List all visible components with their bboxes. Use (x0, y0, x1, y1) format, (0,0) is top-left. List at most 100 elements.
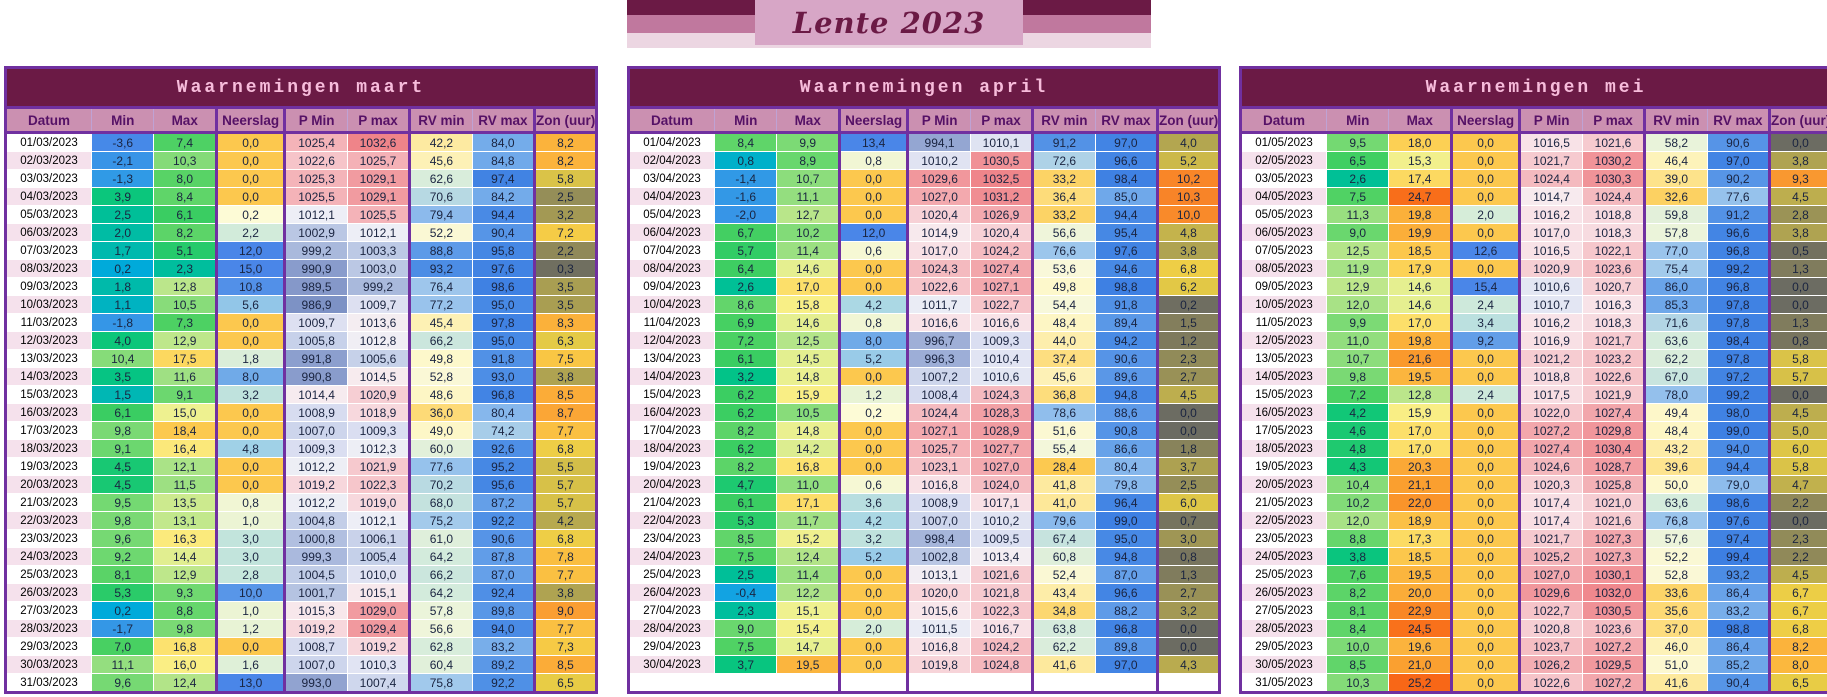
value-cell: 97,8 (1706, 295, 1770, 314)
value-cell: 51,6 (1031, 421, 1096, 440)
table-row: 03/05/2023 2,6 17,4 0,0 1024,4 1030,3 39,0 90,2… (1242, 169, 1827, 188)
value-cell: 87,0 (471, 565, 535, 584)
value-cell: 1,1 (91, 295, 154, 314)
value-cell: 10,8 (214, 277, 285, 296)
date-cell: 05/04/2023 (630, 205, 715, 224)
value-cell: 28,4 (1031, 457, 1096, 476)
table-row: 01/04/2023 8,4 9,9 13,4 994,1 1010,1 91,2 97,0 4… (630, 132, 1218, 152)
value-cell: 1022,0 (1518, 403, 1583, 422)
value-cell: 990,9 (283, 259, 348, 278)
value-cell: 4,8 (1156, 223, 1218, 242)
value-cell: 1015,3 (283, 601, 348, 620)
value-cell: 92,4 (471, 583, 535, 602)
value-cell: 12,9 (153, 331, 217, 350)
value-cell: 8,8 (153, 601, 217, 620)
date-cell: 17/05/2023 (1242, 421, 1327, 440)
value-cell: 0,0 (214, 132, 285, 152)
value-cell: 3,2 (214, 385, 285, 404)
observations-table-april: Waarnemingen april Datum Min Max Neerslag P … (627, 66, 1221, 694)
value-cell: 61,0 (408, 529, 473, 548)
value-cell: 16,0 (153, 655, 217, 674)
table-row: 06/04/2023 6,7 10,2 12,0 1014,9 1020,4 56,6 95,… (630, 223, 1218, 242)
date-cell: 23/03/2023 (7, 529, 92, 548)
value-cell: 3,8 (1768, 151, 1827, 170)
value-cell: 5,2 (1156, 151, 1218, 170)
value-cell: 96,8 (1706, 277, 1770, 296)
value-cell: 95,4 (1094, 223, 1158, 242)
value-cell: 12,8 (153, 277, 217, 296)
value-cell: 1007,0 (283, 655, 348, 674)
value-cell: 991,8 (283, 349, 348, 368)
value-cell: 5,7 (1768, 367, 1827, 386)
value-cell: 1016,7 (969, 619, 1033, 638)
value-cell: 1012,8 (346, 331, 410, 350)
value-cell: 0,0 (837, 439, 908, 458)
value-cell: 1014,5 (346, 367, 410, 386)
value-cell: 17,9 (1388, 259, 1452, 278)
value-cell: 4,8 (214, 439, 285, 458)
table-row: 06/05/2023 9,0 19,9 0,0 1017,0 1018,3 57,8 96,6… (1242, 223, 1827, 242)
value-cell: 4,3 (1156, 655, 1218, 674)
date-cell: 21/04/2023 (630, 493, 715, 512)
value-cell: 84,0 (471, 132, 535, 152)
value-cell: 75,4 (1643, 259, 1708, 278)
value-cell: 3,7 (1156, 457, 1218, 476)
value-cell (1094, 673, 1158, 691)
value-cell: 8,3 (533, 313, 595, 332)
value-cell: 9,1 (153, 385, 217, 404)
value-cell: 8,2 (714, 457, 777, 476)
value-cell: 14,7 (776, 637, 840, 656)
value-cell: 19,5 (776, 655, 840, 674)
value-cell: 39,0 (1643, 169, 1708, 188)
value-cell: 9,6 (91, 673, 154, 691)
value-cell: 79,8 (1094, 475, 1158, 494)
value-cell: 1025,7 (906, 439, 971, 458)
value-cell: 89,8 (1094, 637, 1158, 656)
value-cell: 1027,3 (1581, 529, 1645, 548)
value-cell: 1010,2 (906, 151, 971, 170)
value-cell: 1,0 (214, 511, 285, 530)
value-cell: 6,5 (1768, 673, 1827, 691)
value-cell: 0,0 (1449, 169, 1520, 188)
value-cell: 999,3 (283, 547, 348, 566)
date-cell: 17/04/2023 (630, 421, 715, 440)
table-row: 25/05/2023 7,6 19,5 0,0 1027,0 1030,1 52,8 93,2… (1242, 565, 1827, 584)
value-cell: 9,6 (91, 529, 154, 548)
value-cell: 9,0 (714, 619, 777, 638)
value-cell: 15,2 (776, 529, 840, 548)
value-cell: 9,5 (1326, 132, 1389, 152)
value-cell: 1010,4 (969, 349, 1033, 368)
date-cell: 07/03/2023 (7, 241, 92, 260)
value-cell: 3,0 (214, 547, 285, 566)
value-cell: 1019,2 (346, 637, 410, 656)
value-cell: 89,6 (1094, 367, 1158, 386)
value-cell: 1024,4 (1581, 187, 1645, 206)
date-cell: 15/04/2023 (630, 385, 715, 404)
date-cell: 01/05/2023 (1242, 132, 1327, 152)
value-cell: 1024,2 (969, 241, 1033, 260)
value-cell: 89,4 (1094, 313, 1158, 332)
table-row: 31/03/2023 9,6 12,4 13,0 993,0 1007,4 75,8 92,2… (7, 673, 595, 691)
table-row: 21/03/2023 9,5 13,5 0,8 1012,2 1019,0 68,0 87,2… (7, 493, 595, 512)
value-cell: 1009,3 (969, 331, 1033, 350)
value-cell: 2,8 (214, 565, 285, 584)
value-cell: 1024,2 (969, 637, 1033, 656)
value-cell: 1025,8 (1581, 475, 1645, 494)
value-cell: 97,8 (1706, 313, 1770, 332)
value-cell: 49,0 (408, 421, 473, 440)
value-cell: 84,8 (471, 151, 535, 170)
value-cell: 0,8 (714, 151, 777, 170)
value-cell: 9,3 (1768, 169, 1827, 188)
value-cell: 90,6 (1094, 349, 1158, 368)
value-cell: 64,2 (408, 583, 473, 602)
value-cell: 90,4 (1706, 673, 1770, 691)
value-cell: 8,4 (714, 132, 777, 152)
value-cell: 94,4 (1094, 205, 1158, 224)
value-cell: 1023,2 (1581, 349, 1645, 368)
value-cell: 96,8 (1706, 241, 1770, 260)
value-cell: 3,6 (837, 493, 908, 512)
value-cell: 9,8 (91, 421, 154, 440)
value-cell: 6,5 (1326, 151, 1389, 170)
value-cell: 91,8 (1094, 295, 1158, 314)
value-cell: 1009,7 (283, 313, 348, 332)
